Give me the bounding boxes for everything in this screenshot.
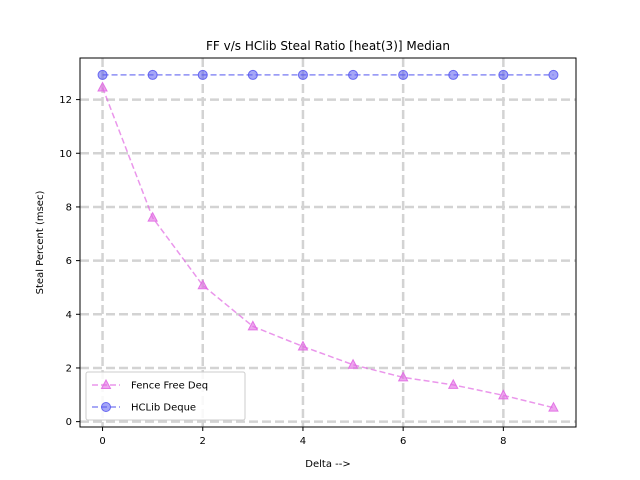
- triangle-marker: [197, 279, 209, 290]
- legend: Fence Free Deq HCLib Deque: [85, 371, 246, 421]
- series-1: [97, 81, 559, 412]
- x-tick-label: 2: [200, 436, 206, 447]
- circle-marker: [548, 69, 559, 80]
- triangle-marker: [397, 371, 409, 382]
- y-tick-label: 2: [66, 363, 72, 374]
- circle-marker: [147, 69, 158, 80]
- legend-entry: HCLib Deque: [92, 402, 196, 414]
- series-2: [97, 69, 559, 80]
- legend-triangle-marker: [100, 378, 112, 389]
- triangle-marker: [247, 320, 259, 331]
- legend-box: [85, 371, 246, 421]
- triangle-marker: [97, 81, 108, 92]
- series-layer: [97, 69, 559, 412]
- legend-entry: Fence Free Deq: [92, 378, 208, 392]
- triangle-marker: [447, 378, 459, 389]
- triangle-marker: [498, 389, 509, 400]
- circle-marker: [398, 69, 409, 80]
- x-tick-label: 4: [300, 436, 306, 447]
- x-tick-label: 0: [99, 436, 105, 447]
- grid-lines: [80, 58, 576, 427]
- y-tick-label: 0: [66, 417, 72, 428]
- y-tick-label: 10: [59, 149, 72, 160]
- plot-area-frame: [79, 57, 577, 428]
- y-tick-label: 8: [66, 202, 72, 213]
- x-axis-title: Delta -->: [305, 459, 350, 470]
- circle-marker: [498, 69, 509, 80]
- triangle-marker: [548, 401, 559, 412]
- y-tick-label: 12: [59, 95, 72, 106]
- circle-marker: [197, 69, 208, 80]
- x-tick-label: 8: [500, 436, 506, 447]
- circle-marker: [348, 69, 359, 80]
- series-line: [101, 87, 554, 409]
- circle-marker: [448, 69, 459, 80]
- circle-marker: [297, 69, 308, 80]
- triangle-marker: [347, 358, 359, 369]
- legend-label: Fence Free Deq: [131, 381, 208, 392]
- y-tick-label: 4: [66, 310, 72, 321]
- axis-ticks: 0 2 4 6 8 0 2 4 6 8 10 12: [59, 95, 506, 447]
- x-tick-label: 6: [400, 436, 406, 447]
- circle-marker: [247, 69, 258, 80]
- legend-circle-marker: [101, 402, 111, 412]
- y-tick-label: 6: [66, 256, 72, 267]
- triangle-marker: [297, 340, 309, 351]
- chart-title: FF v/s HClib Steal Ratio [heat(3)] Media…: [206, 39, 450, 53]
- y-axis-title: Steal Percent (msec): [35, 191, 46, 295]
- circle-marker: [97, 69, 108, 80]
- triangle-marker: [147, 211, 158, 222]
- legend-label: HCLib Deque: [131, 403, 196, 414]
